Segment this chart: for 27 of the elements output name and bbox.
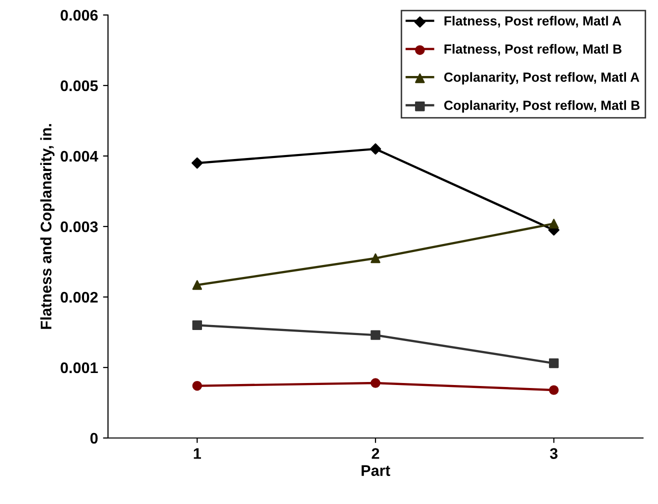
point	[370, 330, 380, 340]
y-tick-label: 0.004	[60, 150, 98, 162]
x-tick-label: 2	[372, 448, 380, 459]
legend-label: Coplanarity, Post reflow, Matl B	[444, 100, 640, 113]
point	[370, 253, 380, 264]
legend-label: Flatness, Post reflow, Matl B	[444, 44, 622, 56]
point	[548, 385, 559, 395]
legend-label: Flatness, Post reflow, Matl A	[444, 16, 622, 28]
y-tick-label: 0.003	[60, 221, 98, 232]
point	[192, 280, 202, 290]
y-tick-label: 0.006	[60, 10, 98, 21]
point	[192, 380, 202, 391]
y-tick-label: 0.001	[60, 362, 98, 374]
x-axis-title: Part	[362, 465, 390, 476]
y-axis-title: Flatness and Coplanarity, in.	[40, 124, 54, 329]
y-tick-label: 0.002	[60, 292, 98, 303]
legend-label: Coplanarity, Post reflow, Matl A	[444, 72, 640, 84]
y-tick-label: 0	[90, 432, 98, 444]
point	[370, 143, 382, 155]
y-tick-label: 0.005	[60, 80, 98, 92]
point	[370, 378, 380, 388]
point	[192, 157, 203, 169]
x-tick-label: 1	[194, 448, 201, 459]
x-tick-label: 3	[550, 448, 558, 459]
point	[548, 358, 559, 368]
point	[548, 218, 559, 229]
point	[192, 320, 202, 330]
